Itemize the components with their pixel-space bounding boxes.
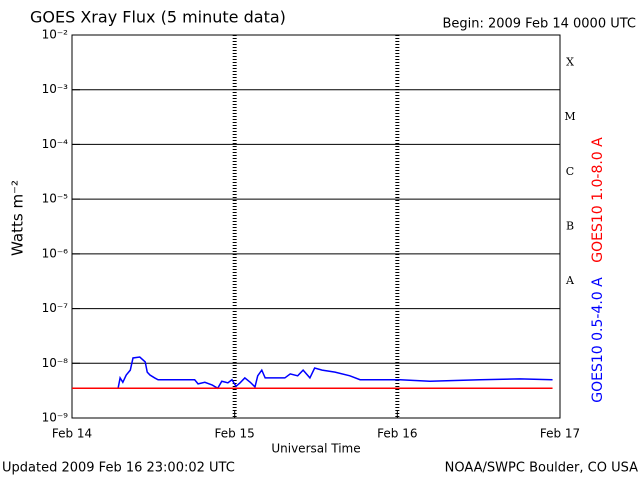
x-tick-label: Feb 16 <box>377 427 417 441</box>
plot-frame <box>71 34 561 419</box>
chart-subtitle: Begin: 2009 Feb 14 0000 UTC <box>442 17 636 32</box>
y-tick-label: 10⁻⁸ <box>42 356 69 370</box>
y-tick-label: 10⁻⁷ <box>42 301 69 315</box>
footer-right: NOAA/SWPC Boulder, CO USA <box>445 461 638 476</box>
chart-title: GOES Xray Flux (5 minute data) <box>30 8 286 27</box>
y-tick-label: 10⁻² <box>42 28 69 42</box>
flare-class-label: B <box>566 220 574 233</box>
x-tick-label: Feb 15 <box>214 427 254 441</box>
x-axis-label: Universal Time <box>271 442 360 456</box>
y-tick-label: 10⁻³ <box>42 82 69 96</box>
legend-entry: GOES10 0.5-4.0 A <box>590 277 606 403</box>
flare-class-label: X <box>566 55 574 68</box>
x-tick-label: Feb 14 <box>52 427 92 441</box>
y-tick-label: 10⁻⁵ <box>42 192 69 206</box>
flare-class-label: C <box>566 165 574 178</box>
y-tick-label: 10⁻⁴ <box>42 137 69 151</box>
series-line <box>72 356 553 390</box>
y-axis-label: Watts m⁻² <box>9 180 27 256</box>
y-tick-label: 10⁻⁶ <box>42 246 69 260</box>
flare-class-label: A <box>565 274 575 287</box>
y-tick-label: 10⁻⁹ <box>42 411 69 425</box>
legend-entry: GOES10 1.0-8.0 A <box>590 137 606 263</box>
flare-class-label: M <box>564 110 575 123</box>
footer-left: Updated 2009 Feb 16 23:00:02 UTC <box>2 461 235 476</box>
x-tick-label: Feb 17 <box>540 427 580 441</box>
